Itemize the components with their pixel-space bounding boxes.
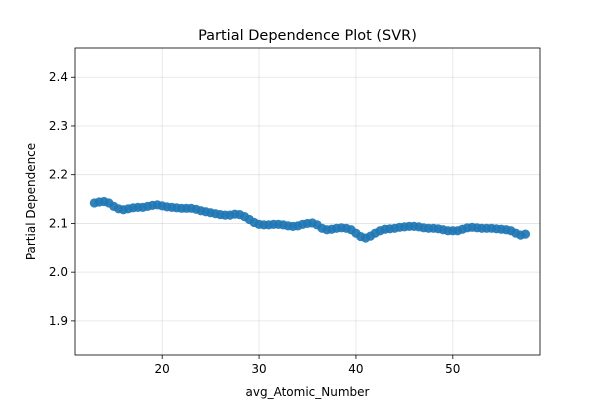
x-axis-label: avg_Atomic_Number	[246, 385, 370, 399]
x-axis-ticks: 20 30 40 50	[155, 355, 460, 376]
y-axis-label: Partial Dependence	[24, 143, 38, 260]
y-tick-label: 1.9	[49, 314, 68, 328]
y-axis-ticks: 1.9 2.0 2.1 2.2 2.3 2.4	[49, 70, 75, 328]
x-tick-label: 20	[155, 362, 170, 376]
y-tick-label: 2.2	[49, 168, 68, 182]
chart-title: Partial Dependence Plot (SVR)	[198, 28, 417, 44]
data-points	[89, 196, 531, 243]
x-tick-label: 50	[445, 362, 460, 376]
data-point	[520, 229, 531, 239]
grid-lines	[75, 48, 540, 355]
y-tick-label: 2.1	[49, 216, 68, 230]
x-tick-label: 30	[251, 362, 266, 376]
y-tick-label: 2.4	[49, 70, 68, 84]
x-tick-label: 40	[348, 362, 363, 376]
y-tick-label: 2.3	[49, 119, 68, 133]
plot-frame	[74, 47, 541, 356]
y-tick-label: 2.0	[49, 265, 68, 279]
